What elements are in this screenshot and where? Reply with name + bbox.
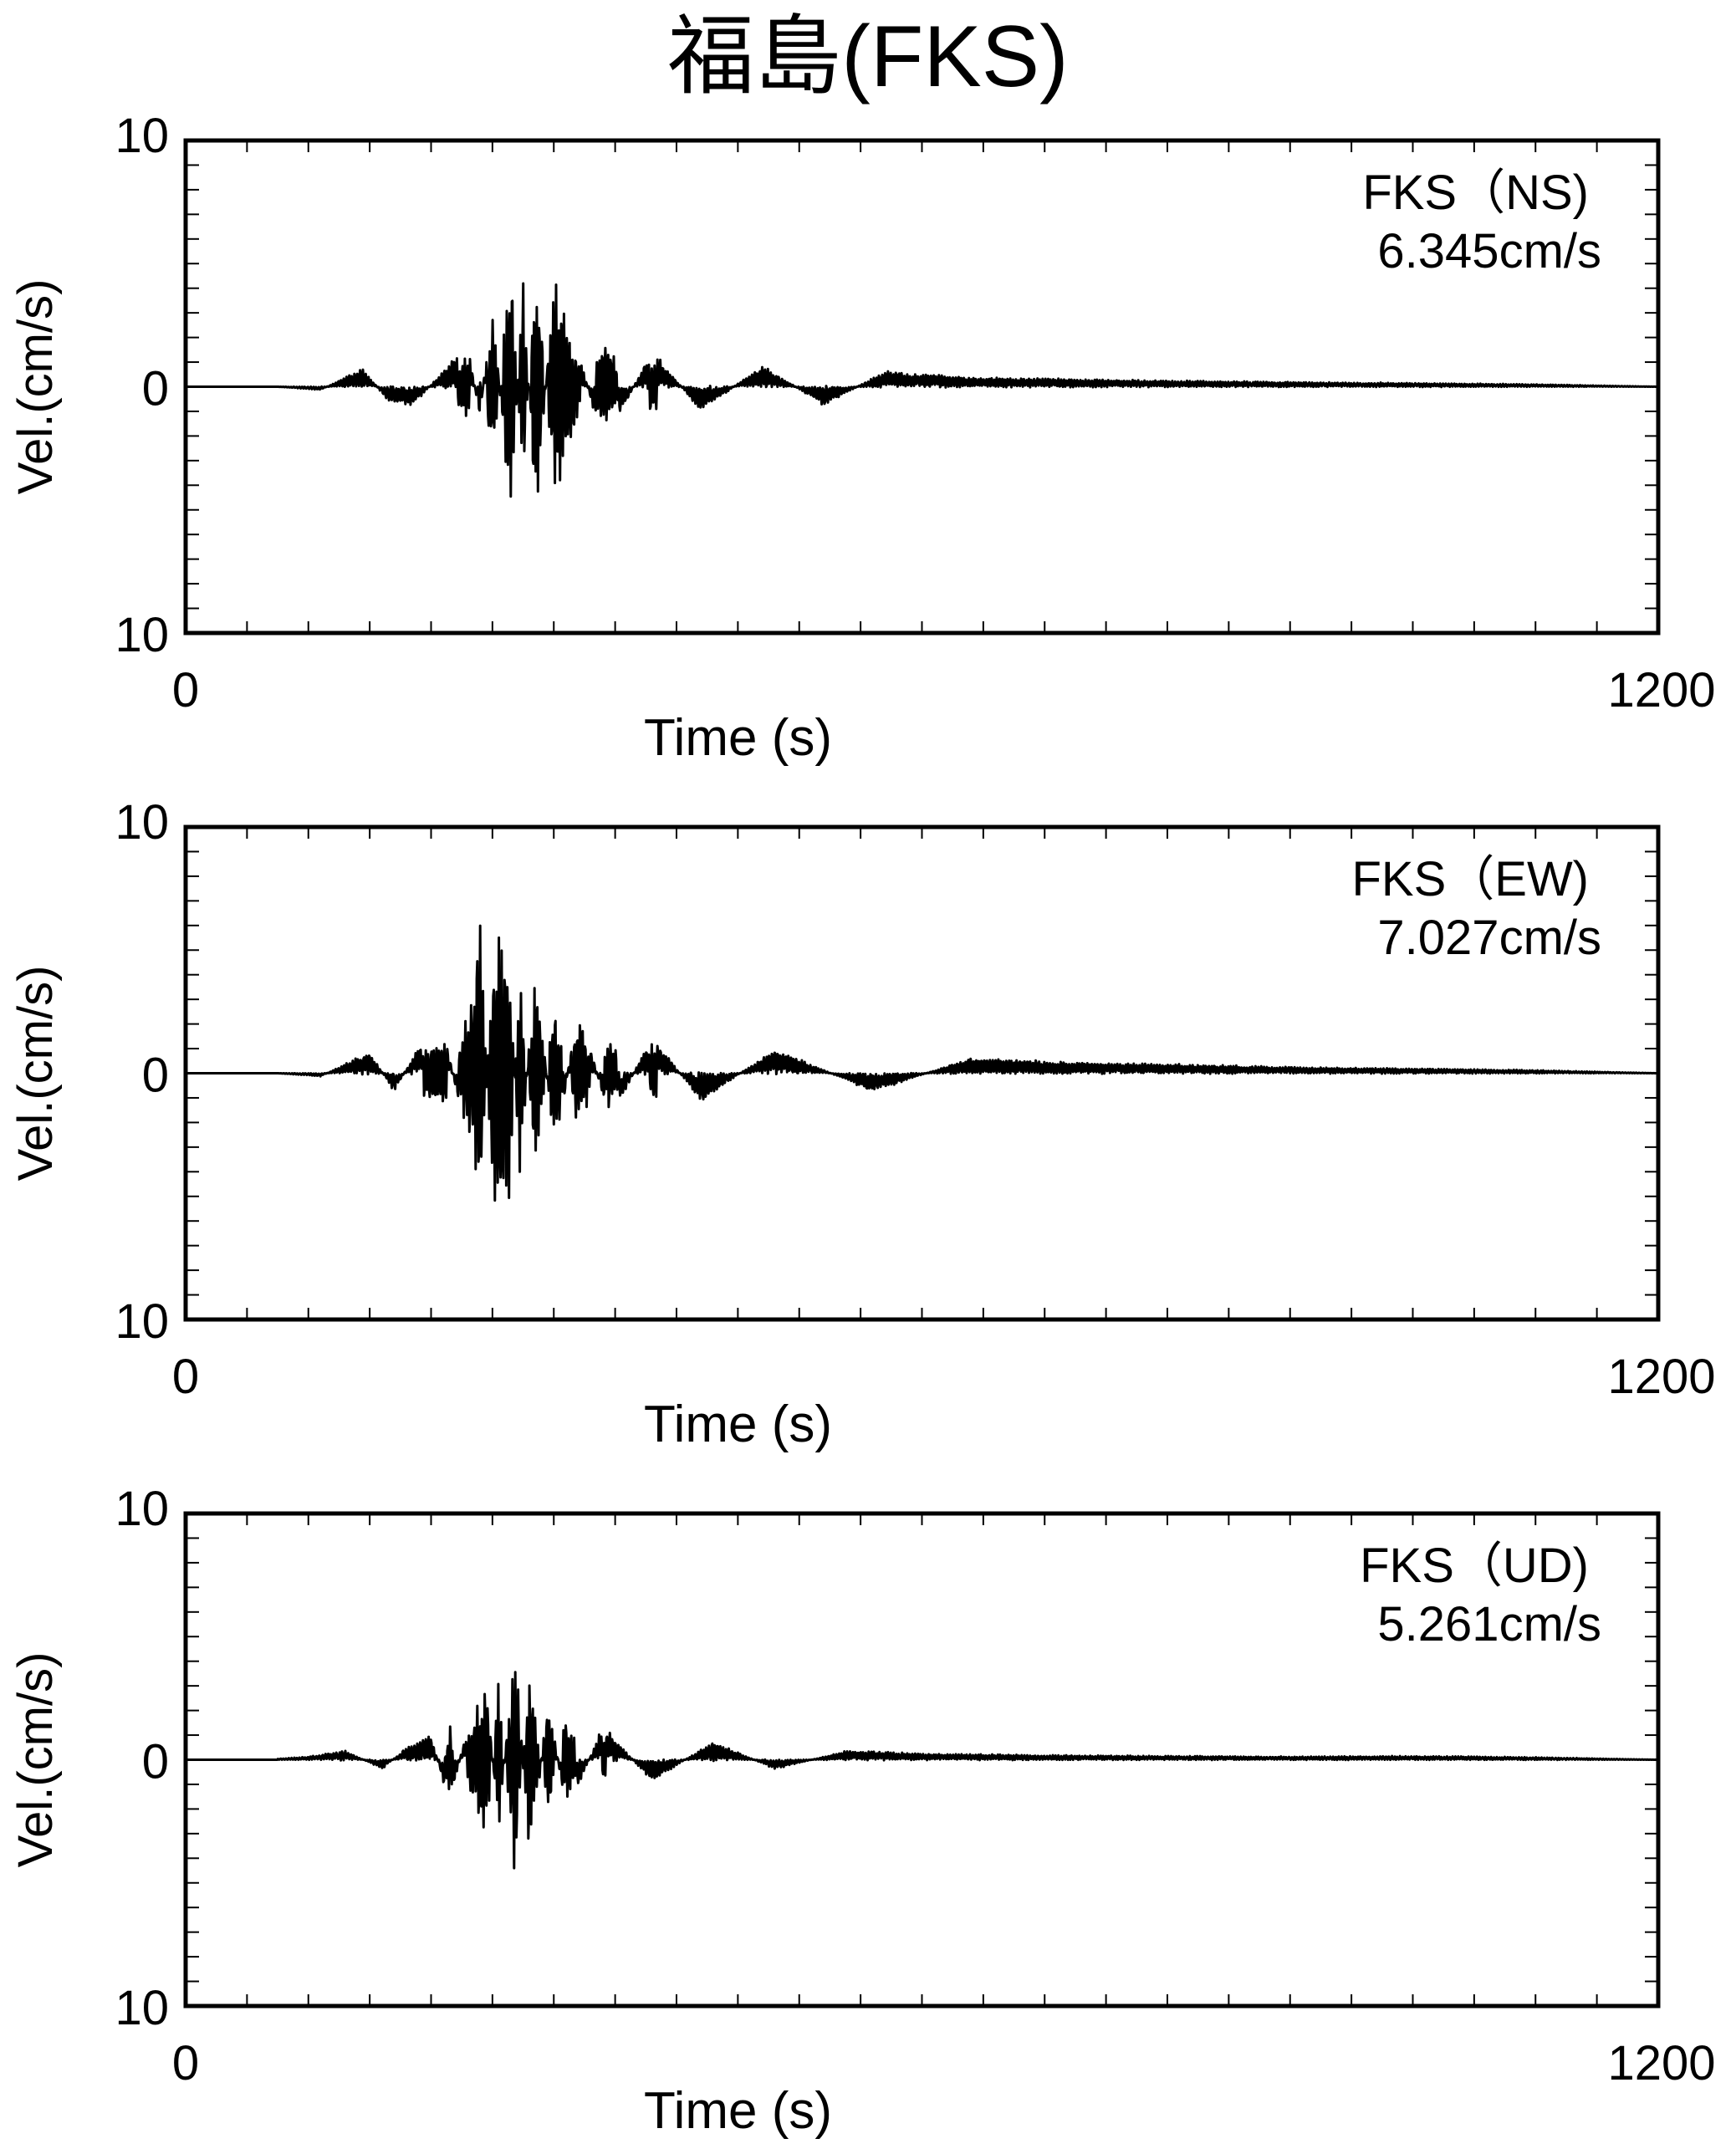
x-tick-label: 1200 [1607,2036,1715,2090]
y-axis-label: Vel.(cm/s) [8,966,63,1182]
waveform-trace-ew [185,924,1659,1202]
x-axis-label: Time (s) [644,2082,832,2140]
x-axis-label: Time (s) [644,1396,832,1453]
plot-frame [183,824,1661,1322]
plot-frame [183,138,1661,635]
y-axis-label: Vel.(cm/s) [8,1652,63,1868]
waveform-trace-ud [185,1671,1659,1870]
x-tick-label: 0 [172,2036,199,2090]
y-tick-label: 0 [142,1735,169,1789]
x-tick-label: 1200 [1607,663,1715,717]
y-tick-label: 0 [142,362,169,416]
station-component-label: FKS（NS) [1362,166,1589,220]
x-tick-label: 0 [172,663,199,717]
chart-title: 福島(FKS) [667,8,1069,105]
x-tick-label: 0 [172,1350,199,1404]
y-tick-label: 10 [115,109,169,163]
station-component-label: FKS（EW) [1351,852,1589,906]
y-tick-label: 10 [115,1981,169,2035]
y-tick-label: 10 [115,1294,169,1349]
y-tick-label: 0 [142,1049,169,1103]
peak-velocity-label: 6.345cm/s [1377,224,1601,278]
peak-velocity-label: 7.027cm/s [1377,911,1601,965]
peak-velocity-label: 5.261cm/s [1377,1597,1601,1651]
y-tick-label: 10 [115,795,169,850]
waveform-trace-ns [185,282,1659,498]
x-axis-label: Time (s) [644,709,832,767]
y-axis-label: Vel.(cm/s) [8,279,63,495]
x-tick-label: 1200 [1607,1350,1715,1404]
y-tick-label: 10 [115,1482,169,1536]
y-tick-label: 10 [115,608,169,662]
station-component-label: FKS（UD) [1360,1539,1589,1593]
plot-frame [183,1511,1661,2009]
